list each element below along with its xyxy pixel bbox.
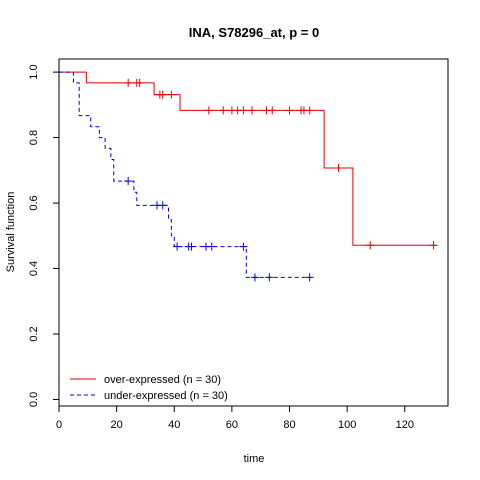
censor-mark-under-expressed <box>187 242 196 251</box>
x-axis: 0 20 40 60 80 100 120 <box>56 406 414 431</box>
censor-mark-over-expressed <box>248 106 257 115</box>
y-tick-label: 0.8 <box>28 130 40 145</box>
y-tick-label: 0.0 <box>28 392 40 407</box>
censor-mark-over-expressed <box>366 241 375 250</box>
survival-curve-over-expressed <box>59 71 437 246</box>
censor-mark-over-expressed <box>268 106 277 115</box>
censor-mark-under-expressed <box>173 242 182 251</box>
censor-mark-under-expressed <box>305 273 314 282</box>
y-tick-label: 0.4 <box>28 261 40 276</box>
y-axis: 0.0 0.2 0.4 0.6 0.8 1.0 <box>28 64 59 407</box>
plot-frame <box>58 58 449 407</box>
y-tick-label: 1.0 <box>28 64 40 79</box>
censor-mark-under-expressed <box>158 201 167 210</box>
chart-title: INA, S78296_at, p = 0 <box>189 25 319 40</box>
censor-mark-under-expressed <box>124 177 133 186</box>
x-tick-label: 80 <box>283 419 295 431</box>
censor-mark-under-expressed <box>265 273 274 282</box>
censor-mark-over-expressed <box>167 90 176 99</box>
y-tick-label: 0.6 <box>28 195 40 210</box>
x-axis-label: time <box>244 453 265 465</box>
y-tick-label: 0.2 <box>28 326 40 341</box>
legend: over-expressed (n = 30) under-expressed … <box>70 374 228 402</box>
censor-mark-under-expressed <box>207 242 216 251</box>
censor-mark-over-expressed <box>135 78 144 87</box>
censor-mark-over-expressed <box>285 106 294 115</box>
censor-mark-over-expressed <box>158 90 167 99</box>
x-tick-label: 0 <box>56 419 62 431</box>
censor-mark-over-expressed <box>219 106 228 115</box>
x-tick-label: 20 <box>111 419 123 431</box>
censor-mark-under-expressed <box>250 273 259 282</box>
series-layer <box>59 71 438 282</box>
censor-mark-over-expressed <box>305 106 314 115</box>
x-tick-label: 40 <box>168 419 180 431</box>
legend-label-under-expressed: under-expressed (n = 30) <box>104 390 228 402</box>
censor-mark-under-expressed <box>239 242 248 251</box>
censor-mark-over-expressed <box>239 106 248 115</box>
legend-label-over-expressed: over-expressed (n = 30) <box>104 374 221 386</box>
censor-mark-over-expressed <box>204 106 213 115</box>
censor-mark-over-expressed <box>334 164 343 173</box>
censor-mark-over-expressed <box>124 78 133 87</box>
survival-curve-under-expressed <box>59 71 310 278</box>
censor-mark-over-expressed <box>429 241 438 250</box>
y-axis-label: Survival function <box>5 192 17 273</box>
x-tick-label: 60 <box>226 419 238 431</box>
x-tick-label: 100 <box>338 419 356 431</box>
x-tick-label: 120 <box>396 419 414 431</box>
